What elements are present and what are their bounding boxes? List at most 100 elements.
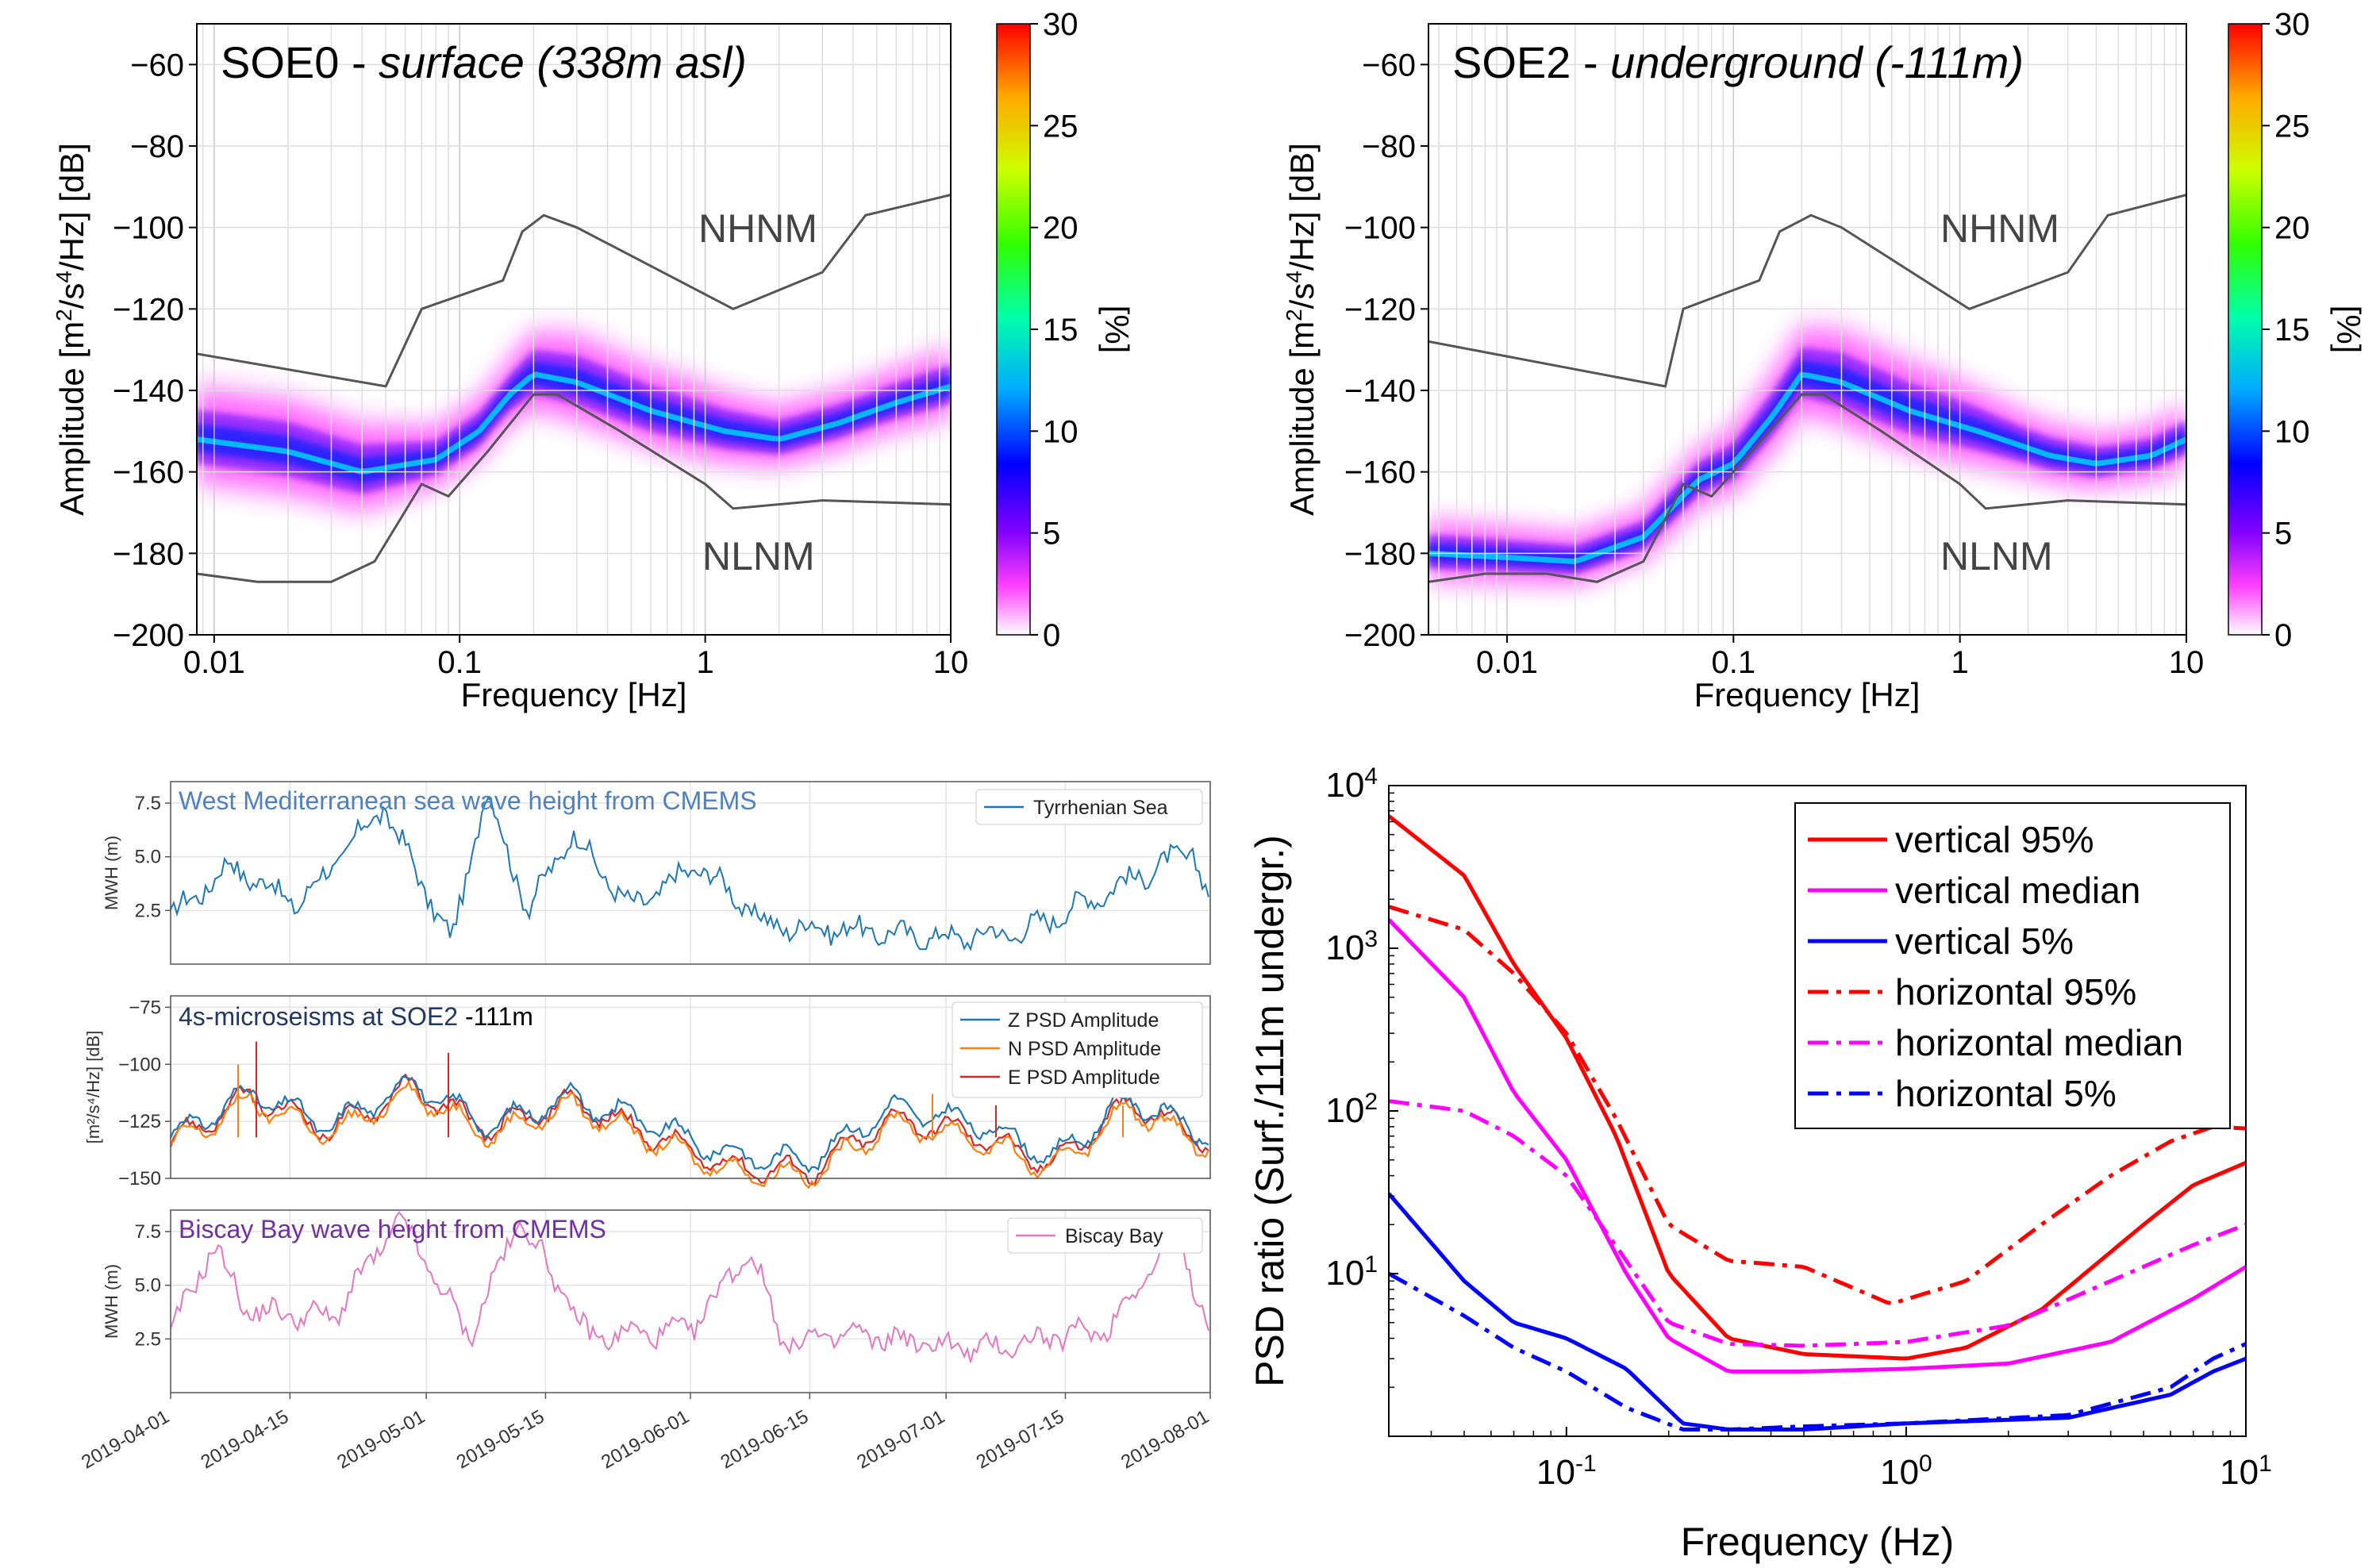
ticks-ratio: 10-1 100 101 101 102 103 104 [1325, 763, 2271, 1493]
y-tick-label: 2.5 [135, 1328, 161, 1350]
y-tick-label: 5.0 [135, 847, 161, 868]
noise-models-soe2 [1428, 194, 2186, 583]
nlnm-label-soe2: NLNM [1940, 534, 2053, 578]
colorbar-tick-label: 10 [1043, 414, 1078, 449]
y-tick-label: 2.5 [135, 900, 161, 921]
title-soe2: SOE2 - underground (-111m) [1452, 37, 2024, 87]
colorbar-ticks-soe0: 0 5 10 15 20 25 30 [1030, 7, 1078, 653]
x-tick-label: 2019-04-15 [198, 1406, 293, 1474]
y-tick-label: −60 [130, 48, 184, 83]
legend-microseisms [952, 1001, 1203, 1098]
psd-ratio-curves [1389, 814, 2246, 1432]
y-tick-label: 103 [1325, 926, 1378, 968]
panel-microseisms: −75 −100 −125 −150 4s-microseisms at SOE2 -… [83, 995, 1211, 1189]
legend-label-z: Z PSD Amplitude [1008, 1009, 1159, 1032]
colorbar-tick-label: 5 [1043, 517, 1060, 551]
axes-frame-tyrrhenian [170, 781, 1211, 965]
ylabel-microseisms: [m²/s⁴/Hz] [dB] [83, 1031, 103, 1144]
legend-label-n: N PSD Amplitude [1008, 1038, 1161, 1060]
density-mid [1428, 329, 2186, 584]
colorbar-tick-label: 10 [2274, 414, 2310, 449]
ylabel-soe2: Amplitude [m2/s4/Hz] [dB] [1282, 143, 1321, 516]
y-tick-label: −80 [130, 129, 184, 164]
density-core [197, 361, 951, 483]
colorbar-soe2 [2228, 23, 2263, 636]
series-line-z [169, 1075, 1209, 1174]
y-tick-label: 7.5 [135, 1221, 161, 1243]
y-tick-label: −125 [118, 1111, 161, 1132]
y-tick-label: −120 [1344, 292, 1416, 327]
x-tick-label: 2019-05-01 [333, 1406, 429, 1474]
colorbar-tick-label: 20 [2274, 211, 2310, 246]
x-tick-label: 0.1 [1711, 645, 1755, 680]
title-biscay: Biscay Bay wave height from CMEMS [179, 1215, 606, 1243]
y-tick-label: −140 [1344, 374, 1416, 409]
y-tick-label: −200 [1344, 618, 1416, 653]
heatmap-soe2 [1428, 313, 2186, 591]
y-tick-label: −75 [129, 997, 161, 1018]
axes-frame-microseisms [170, 995, 1211, 1179]
y-tick-label: −100 [1344, 211, 1416, 246]
ylabel-soe0: Amplitude [m2/s4/Hz] [dB] [52, 143, 91, 516]
x-tick-label: 2019-06-01 [598, 1406, 693, 1474]
panel-tyrrhenian: 2.5 5.0 7.5 West Mediterranean sea wave he… [102, 781, 1211, 965]
y-tick-label: −100 [113, 211, 184, 246]
density-mode [197, 371, 951, 475]
legend-label-biscay: Biscay Bay [1065, 1225, 1163, 1247]
ratio-series-1 [1389, 918, 2246, 1374]
x-tick-label: 10-1 [1536, 1451, 1597, 1493]
legend-label-3: horizontal 95% [1895, 971, 2136, 1013]
nhnm-label-soe2: NHNM [1940, 206, 2059, 251]
x-tick-label: 2019-06-15 [717, 1406, 813, 1474]
xlabel-ratio: Frequency (Hz) [1681, 1520, 1955, 1564]
x-tick-label: 10 [933, 645, 969, 680]
legend-biscay [1007, 1217, 1203, 1254]
colorbar-label-soe0: [%] [1098, 306, 1136, 354]
series-line-n [170, 1080, 1209, 1189]
x-tick-label: 0.01 [183, 645, 245, 680]
colorbar-tick-label: 25 [1043, 109, 1078, 144]
colorbar-label-soe2: [%] [2330, 306, 2367, 354]
legend-label-5: horizontal 5% [1895, 1073, 2117, 1114]
x-tick-label: 2019-05-15 [453, 1406, 548, 1474]
title-tyrrhenian: West Mediterranean sea wave height from … [179, 786, 757, 815]
ticks-soe2: 0.01 0.1 1 10 −60 −80 −100 −120 −140 −160 −180 −200 [1344, 48, 2204, 680]
ylabel-biscay: MWH (m) [102, 1264, 121, 1339]
y-tick-label: −60 [1362, 48, 1416, 83]
legend-tyrrhenian [975, 789, 1203, 825]
psd-panel-soe2: 0.01 0.1 1 10 −60 −80 −100 −120 −140 −160 −180 −200… [1282, 7, 2368, 713]
nlnm-curve [197, 393, 951, 583]
legend-ratio-entries: vertical 95% vertical median vertical 5% ho… [1808, 819, 2183, 1114]
nhnm-curve [197, 194, 951, 388]
colorbar-tick-label: 15 [2274, 313, 2310, 348]
colorbar-soe0 [996, 23, 1031, 636]
y-tick-label: 102 [1325, 1089, 1378, 1131]
y-tick-label: −140 [113, 374, 184, 409]
noise-models-soe0 [197, 194, 951, 583]
psd-panel-soe0: 0.01 0.1 1 10 −60 −80 −100 −120 −140 −160 −180 −200… [52, 7, 1136, 713]
series-line-e [169, 1073, 1209, 1186]
ratio-series-5 [1389, 1271, 2246, 1432]
legend-label-1: vertical median [1895, 870, 2140, 911]
ticks-soe0: 0.01 0.1 1 10 −60 −80 −100 −120 −140 −160 −180 −200 [113, 48, 968, 680]
psd-ratio-panel: 10-1 100 101 101 102 103 104 Frequency (Hz) PS… [1248, 763, 2272, 1565]
y-tick-label: −100 [118, 1054, 161, 1075]
y-tick-label: −160 [1344, 455, 1416, 490]
x-tick-label: 1 [696, 645, 713, 680]
title-soe0: SOE0 - surface (338m asl) [221, 37, 747, 87]
y-tick-label: −180 [1344, 536, 1416, 571]
x-tick-label: 2019-07-15 [973, 1406, 1068, 1474]
legend-ratio [1794, 802, 2231, 1129]
y-tick-label: −200 [113, 618, 184, 653]
y-tick-label: −120 [113, 292, 184, 327]
heatmap-soe0 [197, 320, 951, 521]
y-tick-label: −150 [118, 1168, 161, 1189]
colorbar-ticks-soe2: 0 5 10 15 20 25 30 [2262, 7, 2310, 653]
x-tick-label: 100 [1880, 1451, 1932, 1493]
ratio-series-3 [1389, 905, 2246, 1306]
y-tick-label: 7.5 [135, 793, 161, 814]
colorbar-tick-label: 0 [1043, 618, 1060, 653]
xlabel-soe2: Frequency [Hz] [1694, 676, 1921, 713]
nlnm-curve [1428, 393, 2186, 583]
x-tick-label: 101 [2220, 1451, 2272, 1493]
